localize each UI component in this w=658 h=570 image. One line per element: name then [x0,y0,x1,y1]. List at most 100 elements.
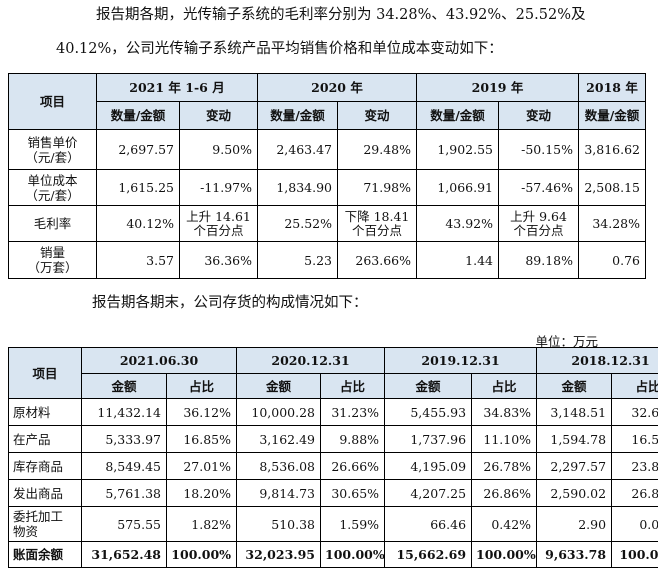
cell-value: 2,508.15 [578,169,646,206]
cell-ratio: 9.88% [320,425,386,453]
cell-amount: 3,148.51 [536,398,613,426]
cell-change: 36.36% [179,241,258,279]
cell-ratio: 100.00% [320,541,386,568]
row-label: 账面余额 [8,541,82,568]
sub-header-amount: 金额 [236,373,322,399]
cell-amount: 2,590.02 [536,479,613,507]
cell-change: 263.66% [337,241,417,279]
cell-ratio: 23.85% [611,452,658,480]
sub-header-amount: 数量/金额 [96,101,180,130]
cell-value: 0.76 [578,241,646,279]
cell-value: 25.52% [257,205,338,242]
row-label: 毛利率 [8,205,97,242]
cell-value: 1,902.55 [416,129,499,170]
cell-amount: 2,297.57 [536,452,613,480]
row-label: 库存商品 [8,452,82,480]
cell-change: 上升 14.61 个百分点 [179,205,258,242]
cell-value: 1,615.25 [96,169,180,206]
cell-ratio: 0.42% [471,506,538,542]
cell-change: -11.97% [179,169,258,206]
period-header: 2018.12.31 [536,347,658,374]
cell-value: 1,834.90 [257,169,338,206]
sub-header-ratio: 占比 [320,373,386,399]
cell-ratio: 31.23% [320,398,386,426]
sub-header-amount: 金额 [81,373,167,399]
inventory-intro: 报告期各期末，公司存货的构成情况如下： [92,295,368,311]
cell-ratio: 1.59% [320,506,386,542]
cell-ratio: 11.10% [471,425,538,453]
sub-header-amount: 金额 [384,373,473,399]
intro-line-2: 40.12%，公司光传输子系统产品平均销售价格和单位成本变动如下： [56,41,503,57]
cell-ratio: 100.00% [611,541,658,568]
inventory-table: 项目 2021.06.30 2020.12.31 2019.12.31 2018… [8,347,658,568]
period-header: 2019.12.31 [384,347,538,374]
cell-ratio: 26.88% [611,479,658,507]
cell-value: 3.57 [96,241,180,279]
table-row: 单位成本 （元/套） 1,615.25 -11.97% 1,834.90 71.9… [8,169,646,206]
price-cost-table: 项目 2021 年 1-6 月 2020 年 2019 年 2018 年 数量/… [8,73,646,279]
cell-amount: 3,162.49 [236,425,322,453]
cell-amount: 15,662.69 [384,541,473,568]
table-row: 销量 （万套） 3.57 36.36% 5.23 263.66% 1.44 89.… [8,241,646,279]
cell-ratio: 100.00% [165,541,238,568]
cell-value: 2,463.47 [257,129,338,170]
period-header: 2018 年 [578,73,646,102]
total-row: 账面余额 31,652.48 100.00% 32,023.95 100.00%… [8,541,658,568]
cell-ratio: 0.03% [611,506,658,542]
item-header: 项目 [8,347,82,399]
cell-ratio: 18.20% [165,479,238,507]
cell-ratio: 30.65% [320,479,386,507]
sub-header-ratio: 占比 [471,373,538,399]
unit-label: 单位：万元 [535,334,598,349]
cell-amount: 9,633.78 [536,541,613,568]
cell-change: -57.46% [498,169,579,206]
row-label: 单位成本 （元/套） [8,169,97,206]
period-header: 2020.12.31 [236,347,386,374]
cell-amount: 8,549.45 [81,452,167,480]
cell-amount: 1,594.78 [536,425,613,453]
cell-amount: 11,432.14 [81,398,167,426]
cell-change: 上升 9.64 个百分点 [498,205,579,242]
period-header: 2020 年 [257,73,417,102]
cell-ratio: 26.66% [320,452,386,480]
cell-change: -50.15% [498,129,579,170]
table-row: 库存商品 8,549.45 27.01% 8,536.08 26.66% 4,1… [8,452,658,480]
cell-ratio: 16.85% [165,425,238,453]
sub-header-amount: 金额 [536,373,613,399]
cell-ratio: 36.12% [165,398,238,426]
cell-amount: 2.90 [536,506,613,542]
period-header: 2021 年 1-6 月 [96,73,258,102]
cell-amount: 9,814.73 [236,479,322,507]
cell-value: 3,816.62 [578,129,646,170]
table-row: 原材料 11,432.14 36.12% 10,000.28 31.23% 5,… [8,398,658,426]
table-row: 发出商品 5,761.38 18.20% 9,814.73 30.65% 4,2… [8,479,658,507]
row-label: 销量 （万套） [8,241,97,279]
cell-ratio: 27.01% [165,452,238,480]
sub-header-amount: 数量/金额 [578,101,646,130]
cell-change: 71.98% [337,169,417,206]
sub-header-change: 变动 [498,101,579,130]
cell-amount: 4,207.25 [384,479,473,507]
cell-ratio: 32.68% [611,398,658,426]
table-row: 委托加工 物资 575.55 1.82% 510.38 1.59% 66.46 0… [8,506,658,542]
cell-amount: 66.46 [384,506,473,542]
cell-ratio: 26.78% [471,452,538,480]
cell-amount: 8,536.08 [236,452,322,480]
cell-amount: 32,023.95 [236,541,322,568]
intro-line-1: 报告期各期，光传输子系统的毛利率分别为 34.28%、43.92%、25.52%… [96,7,586,23]
cell-amount: 5,455.93 [384,398,473,426]
cell-value: 34.28% [578,205,646,242]
cell-change: 89.18% [498,241,579,279]
sub-header-ratio: 占比 [611,373,658,399]
cell-ratio: 100.00% [471,541,538,568]
cell-value: 1.44 [416,241,499,279]
item-header: 项目 [8,73,97,130]
cell-amount: 10,000.28 [236,398,322,426]
cell-change: 29.48% [337,129,417,170]
cell-change: 下降 18.41 个百分点 [337,205,417,242]
cell-amount: 5,333.97 [81,425,167,453]
cell-amount: 4,195.09 [384,452,473,480]
cell-ratio: 34.83% [471,398,538,426]
cell-ratio: 26.86% [471,479,538,507]
cell-value: 43.92% [416,205,499,242]
